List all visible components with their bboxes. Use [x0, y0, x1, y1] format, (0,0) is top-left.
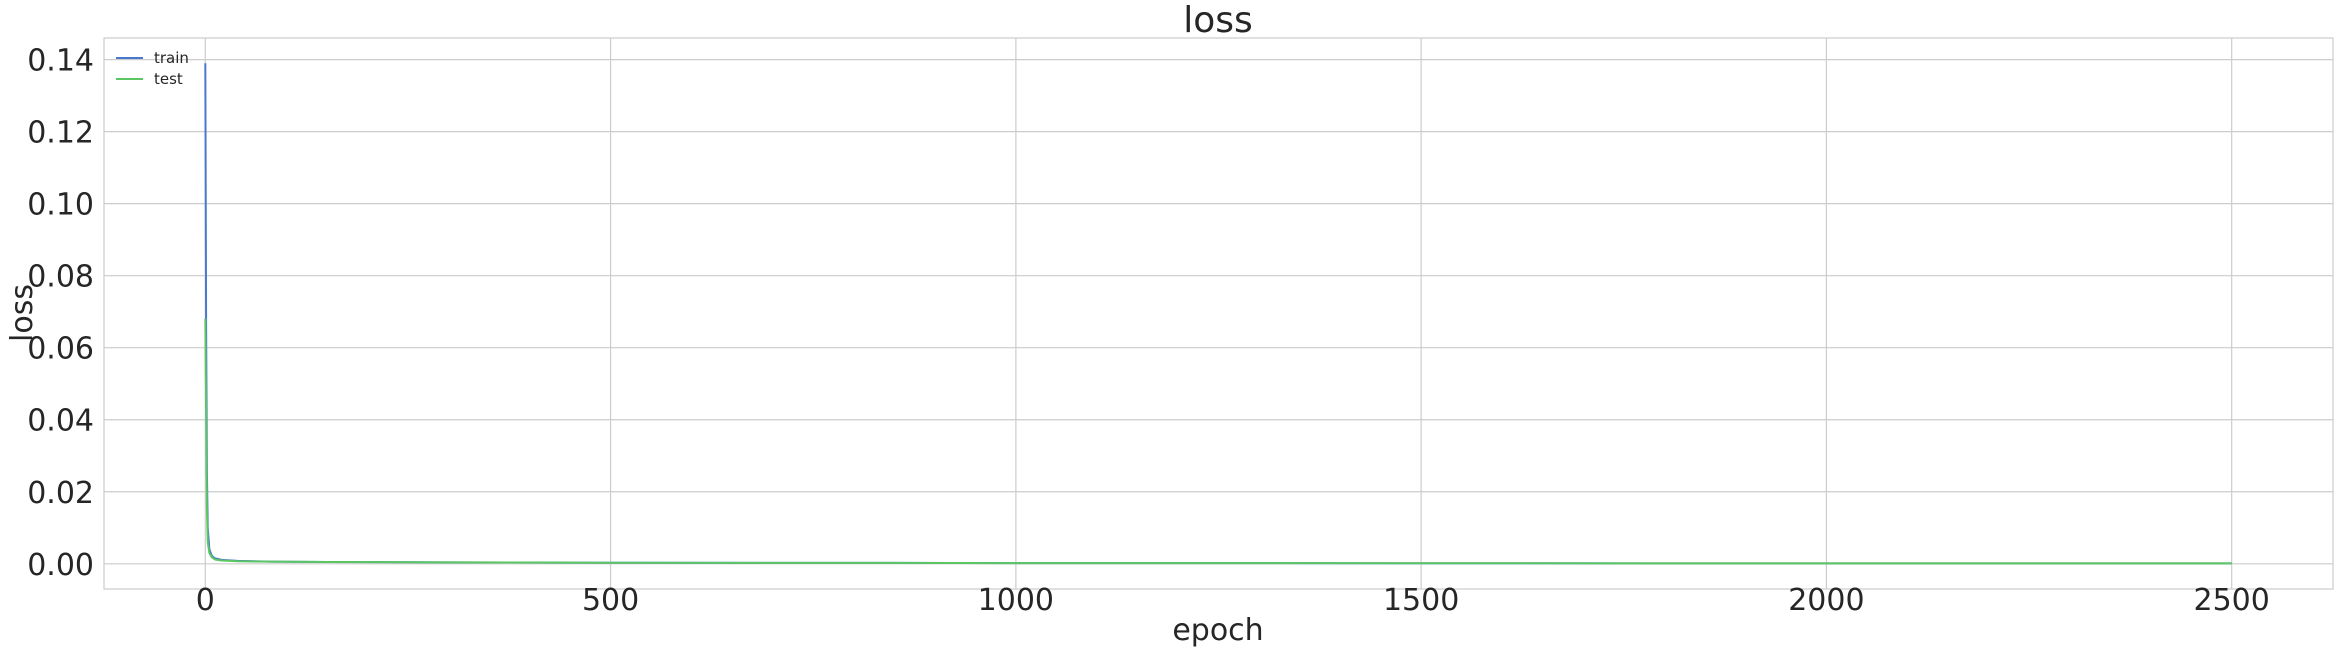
chart-title: loss — [1183, 0, 1253, 41]
y-tick-label: 0.04 — [27, 404, 94, 439]
legend-label-train: train — [154, 49, 189, 67]
y-tick-label: 0.00 — [27, 548, 94, 583]
series-line-test — [204, 318, 2232, 565]
grid — [104, 38, 2333, 589]
x-tick-label: 0 — [196, 583, 215, 618]
x-tick-label: 500 — [582, 583, 639, 618]
x-tick-label: 1500 — [1383, 583, 1459, 618]
y-tick-label: 0.06 — [27, 332, 94, 367]
x-tick-labels: 0 500 1000 1500 2000 2500 — [196, 583, 2270, 618]
x-tick-label: 2000 — [1788, 583, 1864, 618]
legend: train test — [116, 49, 189, 88]
y-tick-label: 0.08 — [27, 260, 94, 295]
plot-frame — [103, 37, 2334, 590]
legend-label-test: test — [154, 70, 183, 88]
y-tick-label: 0.12 — [27, 116, 94, 151]
x-axis-label: epoch — [1172, 613, 1263, 648]
series-lines — [204, 63, 2232, 565]
y-axis-label: loss — [5, 284, 40, 342]
y-tick-label: 0.02 — [27, 476, 94, 511]
x-tick-label: 1000 — [978, 583, 1054, 618]
y-tick-label: 0.14 — [27, 44, 94, 79]
series-line-train — [204, 63, 2232, 565]
y-tick-labels: 0.00 0.02 0.04 0.06 0.08 0.10 0.12 0.14 — [27, 44, 94, 583]
y-tick-label: 0.10 — [27, 188, 94, 223]
x-tick-label: 2500 — [2194, 583, 2270, 618]
